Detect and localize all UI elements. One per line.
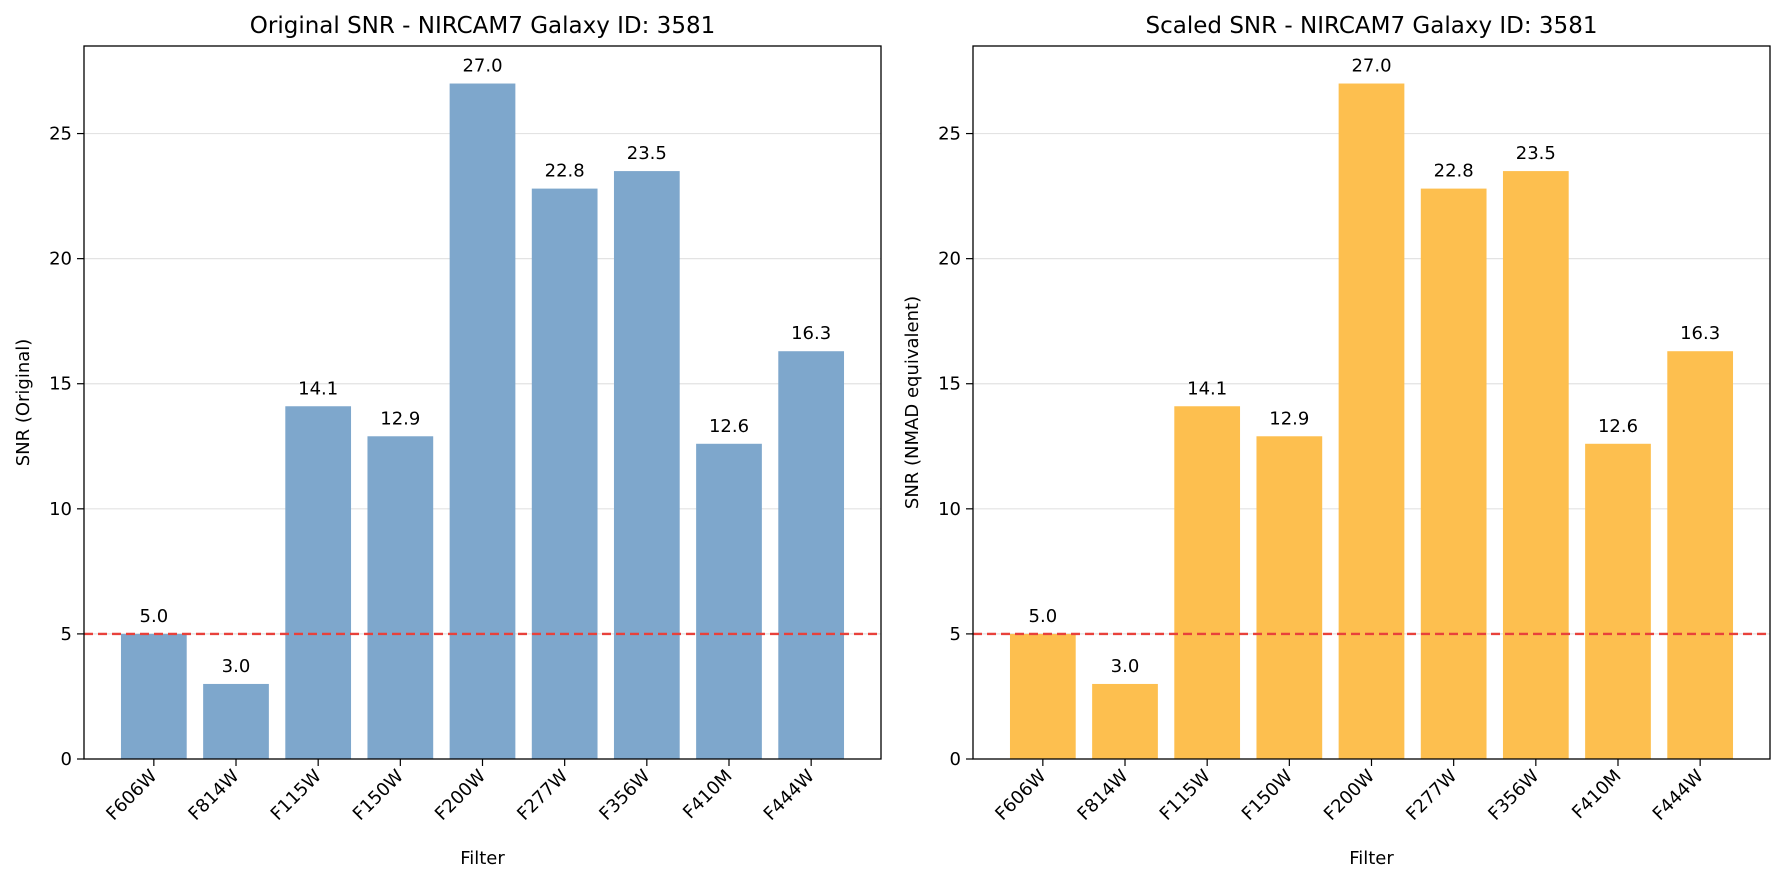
y-tick-label: 10 bbox=[938, 499, 961, 520]
data-label: 23.5 bbox=[1516, 143, 1556, 164]
x-tick-label: F200W bbox=[431, 766, 490, 825]
y-tick-label: 0 bbox=[950, 749, 961, 770]
y-tick-label: 15 bbox=[49, 374, 72, 395]
y-tick-label: 10 bbox=[49, 499, 72, 520]
x-tick-label: F277W bbox=[1402, 766, 1461, 825]
data-label: 5.0 bbox=[1029, 606, 1058, 627]
data-label: 22.8 bbox=[1434, 161, 1474, 182]
bar-f410m bbox=[696, 443, 762, 759]
x-tick-label: F410M bbox=[679, 766, 736, 823]
x-tick-label: F356W bbox=[1484, 766, 1543, 825]
data-label: 16.3 bbox=[791, 323, 831, 344]
data-label: 3.0 bbox=[1111, 656, 1140, 677]
y-tick-label: 20 bbox=[49, 249, 72, 270]
chart-title: Original SNR - NIRCAM7 Galaxy ID: 3581 bbox=[250, 13, 715, 39]
y-tick-label: 25 bbox=[938, 124, 961, 145]
x-tick-label: F277W bbox=[513, 766, 572, 825]
data-label: 23.5 bbox=[627, 143, 667, 164]
x-tick-label: F356W bbox=[595, 766, 654, 825]
bar-f444w bbox=[1667, 351, 1734, 759]
y-axis-label: SNR (Original) bbox=[13, 339, 34, 467]
data-label: 12.9 bbox=[1269, 408, 1309, 429]
y-tick-label: 5 bbox=[950, 624, 961, 645]
data-label: 16.3 bbox=[1680, 323, 1720, 344]
x-tick-label: F150W bbox=[349, 766, 408, 825]
bar-f150w bbox=[1256, 436, 1323, 759]
bar-f606w bbox=[1009, 633, 1076, 759]
bar-f200w bbox=[1338, 83, 1405, 760]
y-tick-label: 5 bbox=[61, 624, 72, 645]
y-tick-label: 15 bbox=[938, 374, 961, 395]
x-axis-label: Filter bbox=[1349, 848, 1394, 869]
bar-f277w bbox=[531, 188, 598, 760]
data-label: 3.0 bbox=[222, 656, 251, 677]
bar-f606w bbox=[120, 633, 187, 759]
data-label: 12.6 bbox=[709, 416, 749, 437]
x-tick-label: F444W bbox=[1649, 766, 1708, 825]
data-label: 5.0 bbox=[140, 606, 169, 627]
x-tick-label: F606W bbox=[991, 766, 1050, 825]
bar-f200w bbox=[449, 83, 516, 760]
data-label: 22.8 bbox=[545, 161, 585, 182]
bar-f115w bbox=[1174, 406, 1241, 759]
chart-panel-1: 5.0 3.0 14.1 12.9 27.0 22.8 23.5 12.6 16.3 0 5 10 15… bbox=[13, 13, 882, 869]
bar-f115w bbox=[285, 406, 352, 759]
bar-f150w bbox=[367, 436, 434, 759]
data-label: 14.1 bbox=[298, 378, 338, 399]
x-tick-label: F410M bbox=[1568, 766, 1625, 823]
data-label: 27.0 bbox=[1351, 56, 1391, 77]
bar-f356w bbox=[613, 171, 680, 760]
bar-f277w bbox=[1420, 188, 1487, 760]
y-tick-label: 0 bbox=[61, 749, 72, 770]
y-tick-label: 25 bbox=[49, 124, 72, 145]
data-label: 27.0 bbox=[462, 56, 502, 77]
y-axis-label: SNR (NMAD equivalent) bbox=[902, 296, 923, 509]
x-tick-label: F150W bbox=[1238, 766, 1297, 825]
data-label: 12.6 bbox=[1598, 416, 1638, 437]
data-label: 12.9 bbox=[380, 408, 420, 429]
x-tick-label: F200W bbox=[1320, 766, 1379, 825]
bar-f356w bbox=[1502, 171, 1569, 760]
x-tick-label: F115W bbox=[267, 766, 326, 825]
x-axis-label: Filter bbox=[460, 848, 505, 869]
chart-title: Scaled SNR - NIRCAM7 Galaxy ID: 3581 bbox=[1146, 13, 1598, 39]
bar-f410m bbox=[1585, 443, 1651, 759]
x-tick-label: F444W bbox=[760, 766, 819, 825]
bar-f814w bbox=[1092, 683, 1158, 759]
x-tick-label: F814W bbox=[1073, 766, 1132, 825]
x-tick-label: F115W bbox=[1156, 766, 1215, 825]
data-label: 14.1 bbox=[1187, 378, 1227, 399]
x-tick-label: F606W bbox=[102, 766, 161, 825]
x-tick-label: F814W bbox=[184, 766, 243, 825]
y-tick-label: 20 bbox=[938, 249, 961, 270]
chart-panel-2: 5.0 3.0 14.1 12.9 27.0 22.8 23.5 12.6 16.3 0 5 10 15… bbox=[902, 13, 1771, 869]
bar-f814w bbox=[203, 683, 269, 759]
bar-f444w bbox=[778, 351, 845, 759]
